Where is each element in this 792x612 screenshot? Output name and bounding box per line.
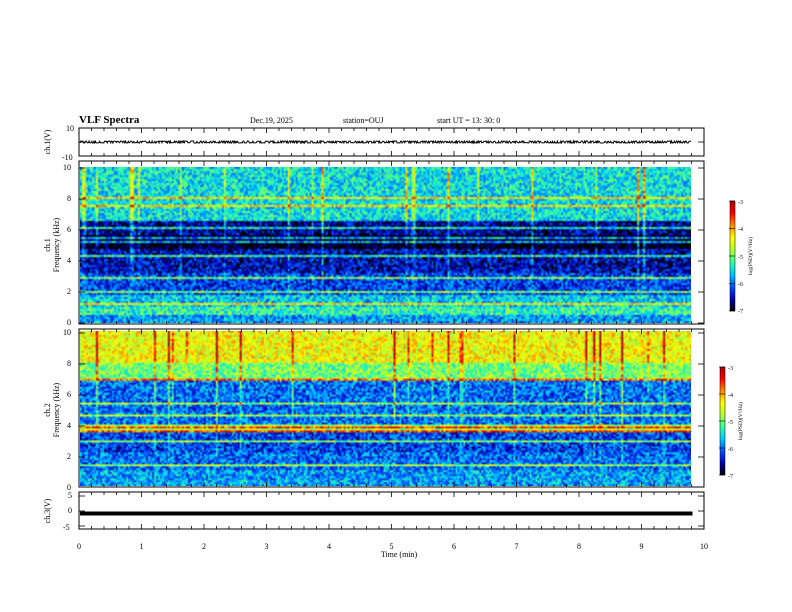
ch1-colorbar-tick-m7: -7	[738, 309, 743, 315]
ch3-ytick-m5: -5	[63, 523, 70, 532]
ch3-waveform-ylabel: ch.3(V)	[43, 498, 52, 523]
ch1-colorbar-ticks	[729, 200, 735, 312]
xtick-2: 2	[202, 542, 206, 551]
ch1-ytick-top: 10	[66, 124, 74, 133]
xtick-0: 0	[77, 542, 81, 551]
ch1-ytick-10: 10	[63, 163, 71, 172]
xtick-9: 9	[640, 542, 644, 551]
ch2-colorbar-label: log(PSD)(V²/Hz)	[737, 402, 744, 440]
xtick-6: 6	[452, 542, 456, 551]
ch2-colorbar-tick-m7: -7	[728, 474, 733, 480]
ch1-colorbar-tick-m4: -4	[738, 227, 743, 233]
start-time-label: start UT = 13: 30: 0	[437, 116, 500, 125]
ch2-colorbar: -3 -4 -5 -6 -7 log(PSD)(V²/Hz)	[719, 366, 744, 480]
ch1-spectrogram-ticks	[78, 161, 705, 324]
ch2-ytick-8: 8	[67, 359, 71, 368]
ch2-spectrogram-ylabel-freq: Frequency (kHz)	[52, 382, 61, 437]
xtick-8: 8	[577, 542, 581, 551]
ch1-waveform-ylabel: ch.1(V)	[43, 129, 52, 154]
ch2-spectrogram-ylabel-channel: ch.2	[43, 403, 52, 417]
ch3-ytick-5: 5	[68, 491, 72, 500]
xtick-1: 1	[140, 542, 144, 551]
ch1-ytick-4: 4	[67, 256, 71, 265]
ch3-waveform-frame	[78, 491, 705, 530]
ch2-ytick-4: 4	[67, 421, 71, 430]
ch1-spectrogram-image	[80, 167, 691, 323]
ch1-spectrogram-panel: 0 2 4 6 8 10 ch.1 Frequency (kHz)	[43, 160, 705, 327]
ch1-ytick-bottom: -10	[62, 153, 73, 162]
ch2-colorbar-tick-m6: -6	[728, 447, 733, 453]
ch2-colorbar-tick-m4: -4	[728, 393, 733, 399]
ch1-spectrogram-ylabel-freq: Frequency (kHz)	[52, 217, 61, 272]
ch1-waveform-trace	[79, 139, 692, 145]
ch1-waveform-ticks	[78, 128, 705, 156]
ch2-colorbar-tick-m5: -5	[728, 420, 733, 426]
ch2-ytick-2: 2	[67, 452, 71, 461]
ch2-spectrogram-panel: 0 2 4 6 8 10 ch.2 Frequency (kHz)	[43, 328, 705, 492]
xtick-3: 3	[265, 542, 269, 551]
ch1-waveform-panel: 10 -10 ch.1(V)	[43, 124, 705, 162]
ch3-waveform-ticks	[78, 492, 705, 529]
ch1-colorbar: -3 -4 -5 -6 -7 log(PSD)(V²/Hz)	[729, 200, 754, 315]
ch1-colorbar-tick-m6: -6	[738, 282, 743, 288]
figure-title: VLF Spectra	[79, 114, 140, 126]
ch1-colorbar-tick-m3: -3	[738, 200, 743, 206]
ch1-ytick-0: 0	[67, 318, 71, 327]
ch2-ytick-0: 0	[67, 483, 71, 492]
ch2-colorbar-tick-m3: -3	[728, 366, 733, 372]
xtick-7: 7	[515, 542, 519, 551]
station-label: station=OUJ	[343, 116, 384, 125]
ch2-ytick-10: 10	[63, 328, 71, 337]
ch1-spectrogram-ylabel-channel: ch.1	[43, 238, 52, 252]
ch1-colorbar-label: log(PSD)(V²/Hz)	[747, 237, 754, 275]
ch2-colorbar-ticks	[719, 366, 725, 476]
date-label: Dec.19, 2025	[250, 116, 293, 125]
ch1-ytick-6: 6	[67, 225, 71, 234]
x-axis: 0 1 2 3 4 5 6 7 8 9 10 Time (min)	[77, 542, 708, 559]
xtick-5: 5	[390, 542, 394, 551]
xtick-10: 10	[700, 542, 708, 551]
ch2-ytick-6: 6	[67, 390, 71, 399]
ch3-waveform-panel: 5 0 -5 ch.3(V)	[43, 491, 705, 532]
ch1-ytick-2: 2	[67, 287, 71, 296]
ch3-waveform-trace	[80, 511, 693, 516]
xtick-4: 4	[327, 542, 331, 551]
ch1-colorbar-tick-m5: -5	[738, 255, 743, 261]
ch2-spectrogram-ticks	[78, 329, 705, 488]
ch3-ytick-0: 0	[68, 506, 72, 515]
x-axis-label: Time (min)	[381, 550, 418, 559]
ch1-ytick-8: 8	[67, 194, 71, 203]
ch2-spectrogram-image	[80, 331, 691, 486]
